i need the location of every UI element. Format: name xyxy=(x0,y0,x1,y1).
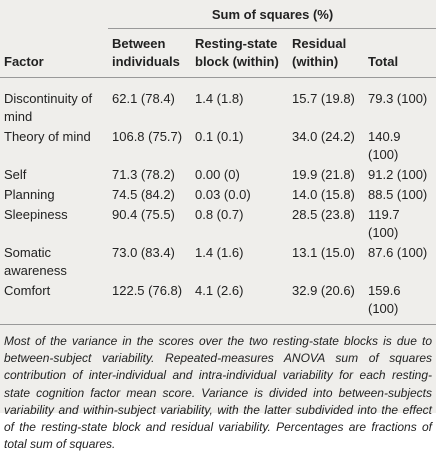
cell: 74.5 (84.2) xyxy=(112,187,175,202)
cell: 91.2 (100) xyxy=(368,167,428,182)
row-label: Comfort xyxy=(0,281,108,325)
cell: 106.8 (75.7) xyxy=(112,129,183,144)
cell: 122.5 (76.8) xyxy=(108,281,191,325)
row-label: Somatic awareness xyxy=(4,245,67,278)
table-row: Comfort 122.5 (76.8) 4.1 (2.6) 32.9 (20.6) 1… xyxy=(0,281,436,325)
cell: 0.00 (0) xyxy=(195,167,240,182)
row-label: Theory of mind xyxy=(4,129,91,144)
cell: 87.6 (100) xyxy=(368,245,428,260)
cell: 13.1 (15.0) xyxy=(292,245,355,260)
table-row: Theory of mind 106.8 (75.7) 0.1 (0.1) 34.0 … xyxy=(0,127,436,165)
cell: 14.0 (15.8) xyxy=(292,187,355,202)
table-row: Self 71.3 (78.2) 0.00 (0) 19.9 (21.8) 91.2 (… xyxy=(0,165,436,185)
table-row: Discontinuity of mind 62.1 (78.4) 1.4 (1.8… xyxy=(0,78,436,128)
cell: 32.9 (20.6) xyxy=(288,281,364,325)
cell: 0.03 (0.0) xyxy=(195,187,251,202)
cell: 119.7 (100) xyxy=(368,207,400,240)
cell: 19.9 (21.8) xyxy=(292,167,355,182)
row-label: Self xyxy=(4,167,27,182)
cell: 79.3 (100) xyxy=(368,91,428,106)
footnote: Most of the variance in the scores over … xyxy=(4,334,432,452)
cell: 0.8 (0.7) xyxy=(195,207,244,222)
column-header: Residual (within) xyxy=(288,28,364,78)
column-header: Between individuals xyxy=(108,28,191,78)
column-header: Resting-state block (within) xyxy=(191,28,288,78)
cell: 1.4 (1.6) xyxy=(195,245,244,260)
table: Sum of squares (%) Factor Between individ… xyxy=(0,0,436,325)
row-label: Planning xyxy=(4,187,55,202)
empty-cell xyxy=(0,0,108,29)
column-header: Factor xyxy=(0,28,108,78)
cell: 62.1 (78.4) xyxy=(112,91,175,106)
row-label: Discontinuity of mind xyxy=(4,91,93,124)
cell: 1.4 (1.8) xyxy=(195,91,244,106)
group-header: Sum of squares (%) xyxy=(108,0,436,29)
cell: 4.1 (2.6) xyxy=(191,281,288,325)
cell: 73.0 (83.4) xyxy=(112,245,175,260)
column-header: Total xyxy=(364,28,436,78)
table-row: Sleepiness 90.4 (75.5) 0.8 (0.7) 28.5 (23.8… xyxy=(0,205,436,243)
row-label: Sleepiness xyxy=(4,207,68,222)
cell: 159.6 (100) xyxy=(364,281,436,325)
cell: 140.9 (100) xyxy=(368,129,401,162)
cell: 15.7 (19.8) xyxy=(292,91,355,106)
table-row: Somatic awareness 73.0 (83.4) 1.4 (1.6) 13.… xyxy=(0,243,436,281)
cell: 0.1 (0.1) xyxy=(195,129,244,144)
table-row: Planning 74.5 (84.2) 0.03 (0.0) 14.0 (15.8)… xyxy=(0,185,436,205)
cell: 71.3 (78.2) xyxy=(112,167,175,182)
cell: 88.5 (100) xyxy=(368,187,428,202)
cell: 28.5 (23.8) xyxy=(292,207,355,222)
cell: 90.4 (75.5) xyxy=(112,207,175,222)
cell: 34.0 (24.2) xyxy=(292,129,355,144)
